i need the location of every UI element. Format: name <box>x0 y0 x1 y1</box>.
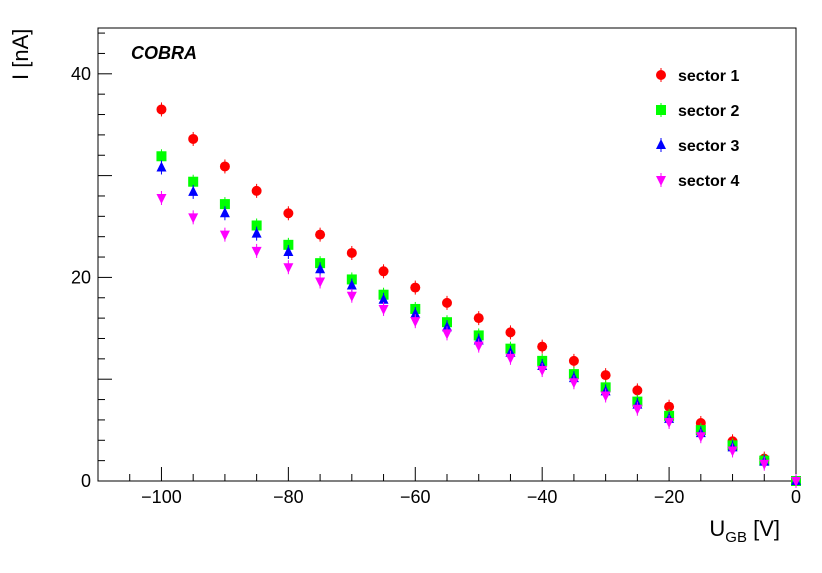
data-point <box>378 304 389 315</box>
data-point <box>156 104 167 115</box>
legend-label: sector 1 <box>678 68 739 85</box>
data-point <box>791 477 801 487</box>
data-point <box>251 246 262 257</box>
legend: sector 1 sector 2 sector 3 sector 4 <box>656 68 739 190</box>
data-point <box>315 229 326 240</box>
data-point <box>600 391 611 402</box>
data-point <box>442 329 452 340</box>
data-point <box>346 279 357 290</box>
legend-label: sector 3 <box>678 138 739 155</box>
data-point <box>188 185 199 196</box>
data-point <box>568 378 579 389</box>
chart-title: COBRA <box>131 43 197 63</box>
data-point <box>410 282 421 293</box>
data-point <box>283 208 294 219</box>
data-point <box>219 207 230 218</box>
data-point <box>442 321 452 332</box>
data-point <box>378 266 389 277</box>
x-tick-label: −20 <box>654 487 685 507</box>
x-axis-title-sub: GB <box>725 529 747 546</box>
data-point <box>505 353 516 364</box>
legend-marker <box>656 105 666 115</box>
plot-frame <box>97 27 797 482</box>
x-tick-label: −80 <box>273 487 304 507</box>
data-point <box>251 227 262 238</box>
data-point <box>156 194 167 205</box>
data-point <box>315 277 326 288</box>
data-point <box>664 417 675 428</box>
y-tick-labels: 0 20 40 <box>71 64 91 491</box>
data-point <box>315 263 326 274</box>
y-axis-title: I [nA] <box>8 29 33 80</box>
data-point <box>632 404 643 415</box>
legend-marker <box>656 176 666 186</box>
data-point <box>283 263 294 274</box>
legend-item: sector 4 <box>656 173 739 190</box>
x-tick-label: 0 <box>791 487 801 507</box>
data-point <box>632 385 643 396</box>
data-point <box>251 220 262 231</box>
data-point <box>410 308 421 319</box>
x-axis-title: UGB [V] <box>709 516 780 546</box>
data-point <box>219 230 230 241</box>
legend-marker <box>656 70 666 80</box>
data-point <box>537 341 548 352</box>
data-point <box>727 446 738 457</box>
data-point <box>378 293 389 304</box>
x-axis-title-main: U <box>709 516 725 541</box>
legend-item: sector 2 <box>656 103 739 120</box>
data-point <box>473 313 484 324</box>
data-point <box>251 185 262 196</box>
data-point <box>759 459 770 470</box>
legend-label: sector 2 <box>678 103 739 120</box>
data-point <box>695 432 706 443</box>
data-point <box>188 176 199 187</box>
data-point <box>188 213 199 224</box>
data-points <box>156 102 801 488</box>
x-tick-label: −60 <box>400 487 431 507</box>
data-point <box>219 199 230 210</box>
x-tick-labels: −100 −80 −60 −40 −20 0 <box>141 487 801 507</box>
data-point <box>283 245 294 256</box>
data-point <box>283 239 294 250</box>
axis-ticks <box>97 32 797 482</box>
series-4 <box>156 191 801 488</box>
data-point <box>188 133 199 144</box>
data-point <box>537 366 548 377</box>
legend-item: sector 3 <box>656 138 739 155</box>
y-tick-label: 40 <box>71 64 91 84</box>
legend-item: sector 1 <box>656 68 739 85</box>
data-point <box>156 151 167 162</box>
data-point <box>219 161 230 172</box>
x-tick-label: −40 <box>527 487 558 507</box>
y-tick-label: 20 <box>71 267 91 287</box>
x-tick-label: −100 <box>141 487 182 507</box>
data-point <box>505 327 516 338</box>
legend-marker <box>656 139 666 149</box>
data-point <box>473 341 484 352</box>
x-axis-title-unit: [V] <box>747 516 780 541</box>
data-point <box>600 370 611 381</box>
y-tick-label: 0 <box>81 471 91 491</box>
data-point <box>442 297 452 308</box>
data-point <box>568 355 579 366</box>
data-point <box>346 291 357 302</box>
data-point <box>410 317 421 328</box>
data-point <box>664 401 675 412</box>
legend-label: sector 4 <box>678 173 739 190</box>
data-point <box>346 247 357 258</box>
data-point <box>156 161 167 172</box>
